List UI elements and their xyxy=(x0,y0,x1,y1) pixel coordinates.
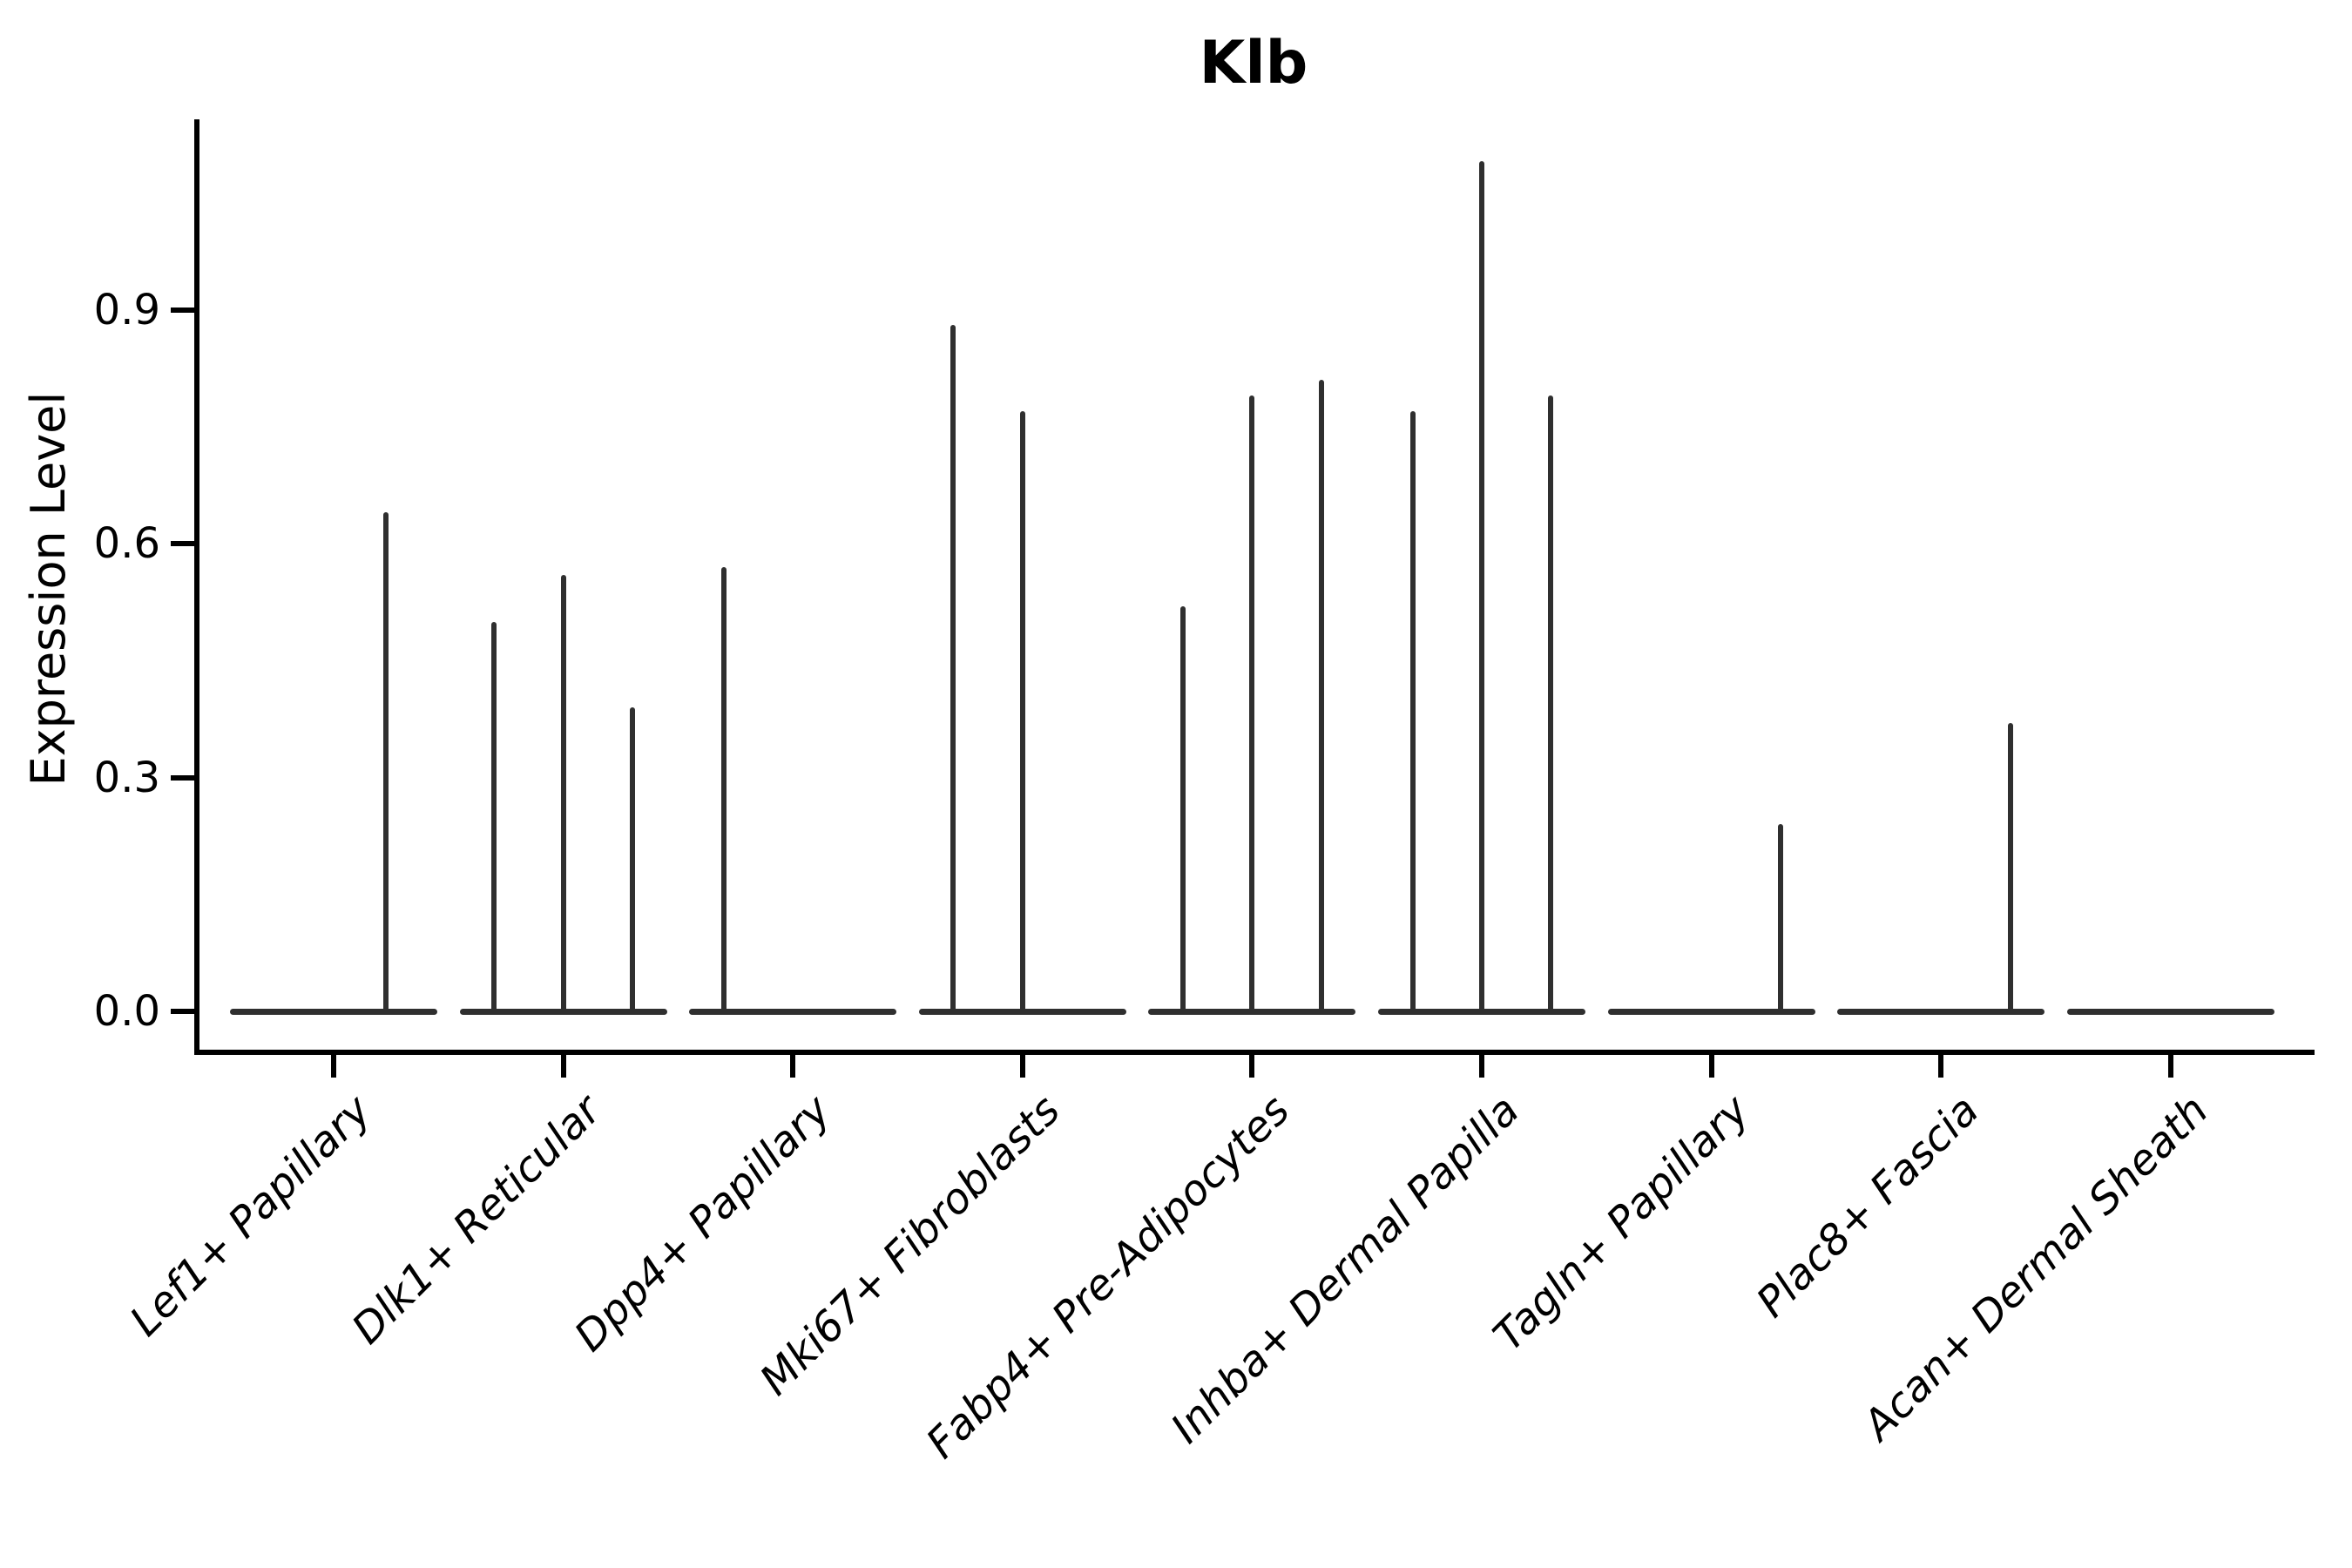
violin-spike xyxy=(1019,410,1025,1011)
violin-spike xyxy=(1180,605,1186,1011)
violin-spike xyxy=(1777,824,1783,1011)
violin-baseline xyxy=(1837,1008,2045,1015)
violin-baseline xyxy=(2066,1008,2274,1015)
x-tick xyxy=(1249,1055,1255,1078)
y-axis-line xyxy=(194,119,199,1055)
violin-spike xyxy=(2007,722,2013,1011)
y-tick-label: 0.0 xyxy=(93,987,160,1036)
x-tick xyxy=(790,1055,796,1078)
violin-spike xyxy=(382,512,389,1011)
violin-spike xyxy=(560,574,566,1011)
violin-spike xyxy=(1318,380,1324,1011)
x-tick-label: Dpp4+ Papillary xyxy=(564,1085,841,1362)
violin-spike xyxy=(1409,410,1416,1011)
chart-title: Klb xyxy=(1199,29,1308,98)
violin-baseline xyxy=(918,1008,1126,1015)
violin-baseline xyxy=(1607,1008,1815,1015)
violin-baseline xyxy=(1148,1008,1356,1015)
violin-spike xyxy=(950,325,956,1011)
violin-baseline xyxy=(689,1008,897,1015)
y-tick xyxy=(171,774,194,781)
x-tick xyxy=(1938,1055,1944,1078)
violin-spike xyxy=(491,621,497,1011)
x-tick xyxy=(1708,1055,1714,1078)
x-tick-label: Dlk1+ Reticular xyxy=(342,1085,611,1354)
y-tick-label: 0.6 xyxy=(93,519,160,568)
x-tick-label: Tagln+ Papillary xyxy=(1484,1085,1759,1361)
y-tick-label: 0.9 xyxy=(93,285,160,335)
violin-spike xyxy=(1548,395,1554,1011)
x-tick-label: Plac8+ Fascia xyxy=(1747,1085,1989,1328)
violin-baseline xyxy=(1378,1008,1585,1015)
x-tick-label: Lef1+ Papillary xyxy=(121,1085,382,1346)
y-tick xyxy=(171,1009,194,1014)
violin-spike xyxy=(720,566,727,1011)
y-tick xyxy=(171,307,194,313)
y-tick xyxy=(171,541,194,546)
violin-baseline xyxy=(459,1008,667,1015)
x-tick xyxy=(1019,1055,1025,1078)
violin-baseline xyxy=(230,1008,437,1015)
x-axis-line xyxy=(194,1050,2315,1055)
y-tick-label: 0.3 xyxy=(93,753,160,802)
x-tick xyxy=(1479,1055,1484,1078)
x-tick xyxy=(560,1055,566,1078)
violin-spike xyxy=(629,706,635,1011)
violin-spike xyxy=(1249,395,1255,1011)
x-tick xyxy=(331,1055,336,1078)
violin-spike xyxy=(1479,161,1484,1011)
x-tick xyxy=(2167,1055,2173,1078)
